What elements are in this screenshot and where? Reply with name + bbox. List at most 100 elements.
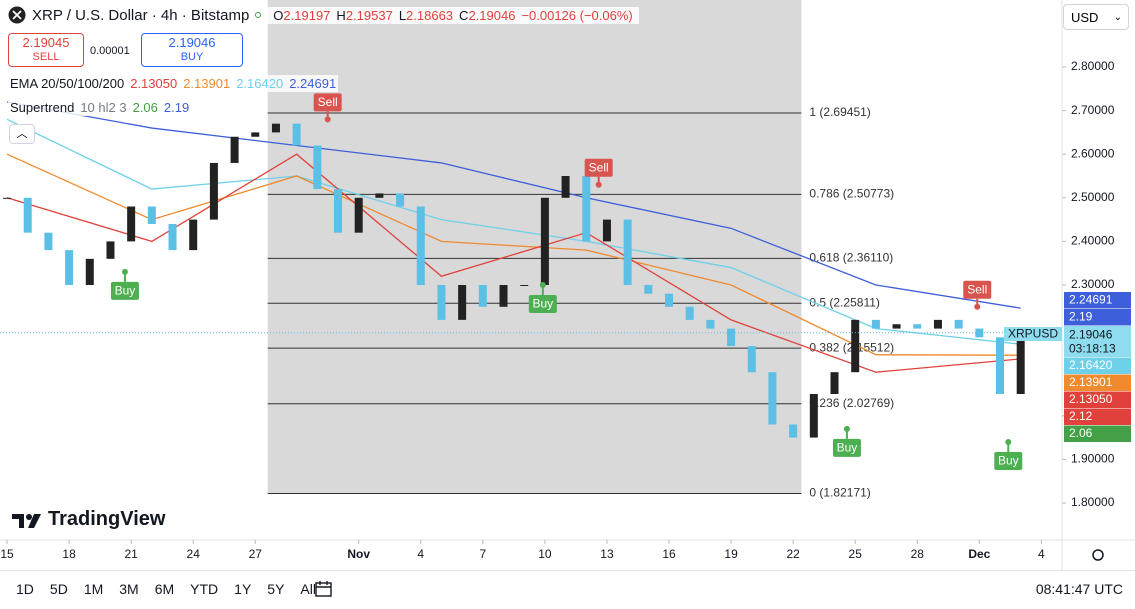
range-button[interactable]: 5D — [49, 581, 68, 597]
indicator-name: EMA 20/50/100/200 — [10, 76, 125, 91]
signal-dot — [843, 425, 850, 432]
ohlc-item: O2.19197 — [273, 8, 330, 23]
candle — [375, 193, 384, 198]
ema-line — [6, 101, 1021, 309]
x-tick-label: 22 — [786, 547, 800, 561]
sell-button[interactable]: 2.19045 SELL — [8, 33, 84, 67]
candle — [437, 284, 446, 320]
brand-logo — [12, 513, 41, 528]
badge-text: 2.06 — [1069, 426, 1093, 440]
signal-box — [994, 451, 1023, 470]
x-tick-label: 13 — [600, 547, 614, 561]
x-tick-label: Nov — [347, 547, 370, 561]
candle — [44, 232, 53, 251]
clock: 08:41:47 UTC — [1035, 581, 1123, 597]
candle — [292, 123, 301, 146]
ranges: 1D 5D 1M 3M 6M YTD 1Y 5Y All — [14, 581, 324, 597]
x-tick-label: 24 — [187, 547, 201, 561]
signal-dot — [121, 268, 128, 275]
x-tick-label: 18 — [62, 547, 76, 561]
y-tick-label: 1.90000 — [1071, 452, 1115, 466]
range-button[interactable]: 1Y — [234, 581, 252, 597]
ohlc-item: H2.19537 — [336, 8, 392, 23]
candle — [727, 328, 736, 347]
range-button[interactable]: All — [300, 581, 316, 597]
y-tick-label: 2.30000 — [1071, 277, 1115, 291]
badge-text: 2.12 — [1069, 409, 1093, 423]
range-button[interactable]: 1D — [16, 581, 34, 597]
candle — [127, 206, 136, 242]
badge-text: 2.13901 — [1069, 375, 1113, 389]
brand-name: TradingView — [48, 508, 166, 530]
settings-icon[interactable] — [1092, 549, 1104, 561]
candle — [168, 223, 177, 251]
spread: 0.00001 — [90, 45, 130, 57]
fib-label: 0.236 (2.02769) — [809, 396, 894, 410]
collapse-button[interactable]: ︿ — [9, 124, 35, 144]
brand: TradingView — [12, 508, 165, 531]
y-tick-label: 2.70000 — [1071, 103, 1115, 117]
range-button[interactable]: YTD — [190, 581, 219, 597]
candle — [85, 258, 94, 285]
candle — [458, 284, 467, 320]
range-button[interactable]: 5Y — [267, 581, 285, 597]
signal-dot — [595, 181, 602, 188]
sell-price: 2.19045 — [22, 35, 70, 50]
candle — [251, 132, 260, 137]
y-tick-label: 2.40000 — [1071, 234, 1115, 248]
signal-box — [528, 294, 557, 313]
candle — [334, 189, 343, 233]
currency: USD — [1071, 10, 1099, 25]
signal-dot — [324, 116, 331, 123]
candle — [313, 145, 322, 190]
indicator-value: 2.16420 — [236, 76, 284, 91]
ohlc-item: L2.18663 — [399, 8, 453, 23]
badge-text: 2.19 — [1069, 310, 1093, 324]
buy-label: BUY — [180, 51, 204, 63]
candle — [996, 337, 1005, 394]
candle — [271, 123, 280, 133]
ohlc-value: 2.19046 — [468, 7, 516, 23]
buy-button[interactable]: 2.19046 BUY — [141, 33, 243, 67]
indicator-value: 2.13050 — [130, 76, 178, 91]
candle — [106, 241, 115, 259]
x-tick-label: 28 — [911, 547, 925, 561]
fib-label: 0.618 (2.36110) — [809, 251, 893, 265]
x-tick-label: 10 — [538, 547, 552, 561]
fib-label: 0.5 (2.25811) — [809, 295, 880, 309]
candle — [499, 284, 508, 307]
candle — [954, 319, 963, 329]
change: −0.00126 (−0.06%) — [521, 7, 633, 23]
y-tick-label: 2.60000 — [1071, 146, 1115, 160]
price-badge — [1064, 357, 1131, 374]
range-button[interactable]: 1M — [83, 581, 104, 597]
candle — [416, 206, 425, 285]
candle — [706, 319, 715, 329]
indicator-value: 2.24691 — [289, 76, 337, 91]
ohlc-item: C2.19046 — [459, 8, 515, 23]
price-badge — [1064, 292, 1131, 309]
candle — [23, 197, 32, 233]
x-tick-label: 19 — [724, 547, 738, 561]
candle — [147, 206, 156, 224]
candle — [665, 293, 674, 307]
indicator-value: 2.13901 — [183, 76, 231, 91]
badge-text: 2.19046 — [1069, 328, 1113, 342]
indicator-value: 2.06 — [132, 100, 158, 115]
candle — [65, 250, 74, 285]
candle — [209, 162, 218, 220]
range-button[interactable]: 6M — [154, 581, 175, 597]
badge-text: 2.24691 — [1069, 293, 1113, 307]
signal-label: Buy — [998, 454, 1019, 468]
signal-label: Buy — [115, 284, 136, 298]
price-badge — [1064, 374, 1131, 391]
signal-label: Buy — [837, 441, 858, 455]
date-range-icon[interactable] — [314, 580, 334, 598]
signal-box — [110, 281, 139, 300]
ohlc-value: 2.19537 — [345, 7, 393, 23]
sell-label: SELL — [32, 51, 60, 63]
signal-dot — [1005, 438, 1012, 445]
currency-select[interactable]: USD ⌄ — [1063, 4, 1129, 30]
range-button[interactable]: 3M — [119, 581, 139, 597]
